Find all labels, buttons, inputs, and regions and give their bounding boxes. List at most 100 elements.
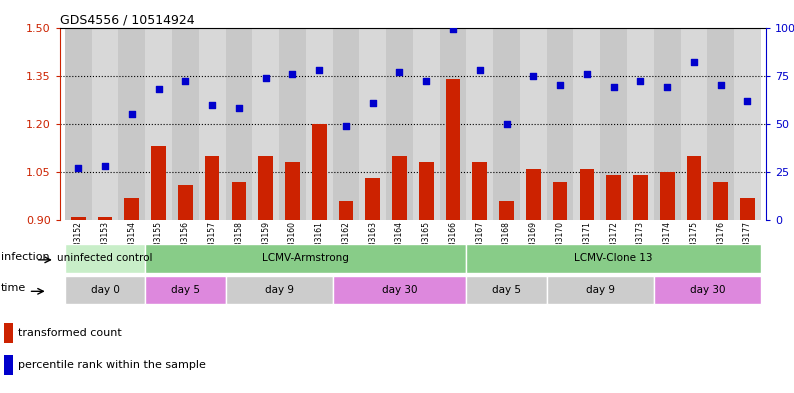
Bar — [520, 28, 547, 220]
Text: day 5: day 5 — [171, 285, 200, 295]
Bar — [338, 201, 353, 220]
Bar — [118, 28, 145, 220]
Point — [553, 82, 566, 88]
Text: transformed count: transformed count — [17, 328, 121, 338]
Text: day 9: day 9 — [264, 285, 294, 295]
Bar — [740, 198, 755, 220]
Bar — [232, 182, 246, 220]
Bar — [312, 124, 326, 220]
Point — [661, 84, 673, 90]
Text: LCMV-Armstrong: LCMV-Armstrong — [262, 253, 349, 263]
Bar — [580, 169, 594, 220]
Point — [260, 74, 272, 81]
Point — [715, 82, 727, 88]
Bar — [365, 178, 380, 220]
Bar — [687, 156, 701, 220]
Bar — [600, 28, 627, 220]
Bar — [680, 28, 707, 220]
Bar — [466, 276, 547, 304]
Bar — [306, 28, 333, 220]
Bar — [91, 28, 118, 220]
Bar — [71, 217, 86, 220]
Bar — [607, 175, 621, 220]
Bar — [285, 162, 300, 220]
Point — [313, 67, 326, 73]
Bar — [472, 162, 488, 220]
Point — [634, 78, 647, 84]
Bar — [225, 276, 333, 304]
Bar — [499, 201, 514, 220]
Text: LCMV-Clone 13: LCMV-Clone 13 — [574, 253, 653, 263]
Point — [420, 78, 433, 84]
Bar — [65, 276, 145, 304]
Bar — [633, 175, 648, 220]
Bar — [98, 217, 113, 220]
Bar — [65, 28, 91, 220]
Point — [206, 101, 218, 108]
Bar — [653, 276, 761, 304]
Bar — [526, 169, 541, 220]
Bar — [178, 185, 193, 220]
Text: day 9: day 9 — [586, 285, 615, 295]
Point — [366, 99, 379, 106]
Bar — [445, 79, 461, 220]
Text: GDS4556 / 10514924: GDS4556 / 10514924 — [60, 13, 195, 26]
Point — [473, 67, 486, 73]
Bar — [466, 28, 493, 220]
Point — [179, 78, 191, 84]
Point — [233, 105, 245, 112]
Bar — [65, 244, 145, 273]
Bar — [392, 156, 407, 220]
Point — [500, 121, 513, 127]
Point — [125, 111, 138, 117]
Text: infection: infection — [2, 252, 50, 262]
Bar — [653, 28, 680, 220]
Bar — [258, 156, 273, 220]
Text: percentile rank within the sample: percentile rank within the sample — [17, 360, 206, 370]
Bar — [225, 28, 252, 220]
Bar — [4, 355, 13, 375]
Bar — [205, 156, 219, 220]
Bar — [713, 182, 728, 220]
Text: day 5: day 5 — [492, 285, 521, 295]
Bar — [333, 276, 466, 304]
Point — [688, 59, 700, 65]
Bar — [333, 28, 360, 220]
Bar — [493, 28, 520, 220]
Bar — [419, 162, 434, 220]
Bar — [145, 276, 225, 304]
Text: day 30: day 30 — [689, 285, 725, 295]
Point — [607, 84, 620, 90]
Bar — [553, 182, 568, 220]
Text: day 0: day 0 — [91, 285, 119, 295]
Point — [741, 97, 754, 104]
Bar — [145, 244, 466, 273]
Text: time: time — [2, 283, 26, 293]
Point — [340, 123, 353, 129]
Bar — [252, 28, 279, 220]
Bar — [660, 172, 675, 220]
Point — [98, 163, 111, 169]
Point — [527, 72, 540, 79]
Bar — [707, 28, 734, 220]
Point — [72, 165, 85, 171]
Bar — [386, 28, 413, 220]
Bar — [413, 28, 440, 220]
Point — [152, 86, 165, 92]
Text: day 30: day 30 — [382, 285, 417, 295]
Bar — [547, 276, 653, 304]
Bar — [172, 28, 198, 220]
Bar — [198, 28, 225, 220]
Bar — [573, 28, 600, 220]
Bar — [151, 146, 166, 220]
Point — [447, 26, 460, 33]
Bar — [360, 28, 386, 220]
Bar — [440, 28, 466, 220]
Text: uninfected control: uninfected control — [57, 253, 152, 263]
Bar — [145, 28, 172, 220]
Bar — [125, 198, 139, 220]
Bar — [734, 28, 761, 220]
Bar — [547, 28, 573, 220]
Point — [393, 69, 406, 75]
Point — [580, 71, 593, 77]
